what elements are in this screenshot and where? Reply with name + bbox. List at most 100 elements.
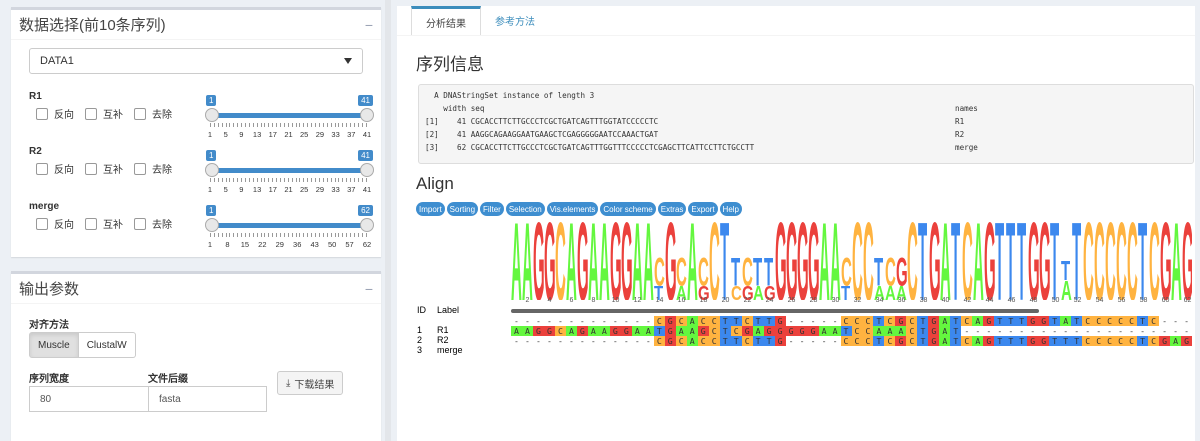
- slider-handle-max[interactable]: [360, 108, 374, 122]
- option-checkbox[interactable]: 互补: [85, 216, 123, 231]
- msa-residue: C: [961, 316, 973, 326]
- range-slider-1[interactable]: 1 41 1 5 9 13 17 21 25 29 33 37 41: [204, 150, 374, 196]
- msa-menu-button[interactable]: Sorting: [446, 202, 479, 216]
- msa-residue: G: [774, 336, 786, 346]
- logo-letter: A: [566, 220, 577, 300]
- msa-residue: C: [675, 316, 687, 326]
- collapse-button[interactable]: −: [364, 16, 373, 33]
- msa-menu-button[interactable]: Export: [688, 202, 718, 216]
- msa-residue: C: [906, 336, 918, 346]
- msa-residue: T: [1049, 316, 1061, 326]
- axis-tick-label: 46: [1007, 297, 1016, 304]
- msa-residue: G: [1038, 316, 1050, 326]
- msa-residue: G: [664, 336, 676, 346]
- width-input[interactable]: 80: [29, 386, 149, 412]
- msa-residue: A: [511, 326, 522, 336]
- msa-menu-button[interactable]: Extras: [657, 202, 687, 216]
- msa-residue: C: [862, 326, 874, 336]
- msa-menu-button[interactable]: Import: [416, 202, 445, 216]
- option-checkbox[interactable]: 反向: [36, 216, 74, 231]
- msa-residue: C: [906, 326, 918, 336]
- output-params-box: 输出参数 − 对齐方法 Muscle ClustalW 序列宽度 文件后缀 80…: [11, 271, 381, 441]
- tab-results[interactable]: 分析结果: [411, 6, 481, 35]
- msa-residue: -: [1184, 316, 1189, 326]
- slider-max-label: 62: [358, 205, 373, 216]
- option-checkbox[interactable]: 去除: [134, 216, 172, 231]
- axis-tick-label: 40: [941, 297, 950, 304]
- msa-residue: -: [1151, 326, 1157, 336]
- slider-handle-min[interactable]: [205, 218, 219, 232]
- logo-letter: G: [764, 282, 776, 300]
- range-slider-2[interactable]: 1 62 1 8 15 22 29 36 43 50 57 62: [204, 205, 374, 251]
- msa-residue: G: [774, 326, 786, 336]
- msa-residue: T: [1071, 336, 1083, 346]
- logo-letter: T: [1006, 220, 1015, 300]
- range-slider-0[interactable]: 1 41 1 5 9 13 17 21 25 29 33 37 41: [204, 95, 374, 141]
- logo-letter: T: [951, 220, 960, 300]
- option-checkbox[interactable]: 互补: [85, 161, 123, 176]
- tab-methods[interactable]: 参考方法: [495, 17, 535, 28]
- msa-residue: C: [851, 336, 863, 346]
- msa-residue: C: [840, 336, 852, 346]
- checkbox-icon: [134, 162, 146, 175]
- msa-residue: C: [1082, 336, 1094, 346]
- axis-tick-label: 54: [1095, 297, 1104, 304]
- msa-residue: -: [557, 336, 563, 346]
- msa-residue: A: [686, 326, 698, 336]
- axis-tick-label: 24: [765, 297, 774, 304]
- data-select-title: 数据选择(前10条序列): [19, 17, 166, 34]
- slider-handle-max[interactable]: [360, 163, 374, 177]
- msa-residue: A: [829, 326, 841, 336]
- msa-residue: C: [675, 336, 687, 346]
- download-button[interactable]: ⤓ 下载结果: [277, 371, 344, 395]
- msa-residue: C: [1093, 316, 1105, 326]
- slider-max-label: 41: [358, 95, 373, 106]
- download-label: 下载结果: [294, 379, 335, 391]
- axis-tick-label: 56: [1117, 297, 1126, 304]
- msa-menu-button[interactable]: Help: [719, 202, 742, 216]
- slider-handle-min[interactable]: [205, 163, 219, 177]
- option-checkbox[interactable]: 反向: [36, 106, 74, 121]
- left-scrollbar[interactable]: [385, 0, 391, 441]
- collapse-button[interactable]: −: [364, 280, 373, 297]
- option-checkbox[interactable]: 反向: [36, 161, 74, 176]
- msa-residue: A: [686, 336, 698, 346]
- msa-residue: T: [994, 316, 1006, 326]
- clustalw-button[interactable]: ClustalW: [78, 332, 136, 358]
- logo-letter: C: [1116, 220, 1127, 300]
- logo-letter: T: [918, 220, 927, 300]
- dataset-select[interactable]: DATA1: [29, 48, 363, 74]
- msa-residue: -: [546, 316, 552, 326]
- slider-tick-labels: 1 8 15 22 29 36 43 50 57 62: [207, 240, 372, 249]
- logo-letter: C: [555, 220, 566, 300]
- msa-residue: G: [741, 326, 753, 336]
- msa-residue: A: [939, 316, 951, 326]
- msa-menu-button[interactable]: Filter: [480, 202, 504, 216]
- msa-residue: T: [917, 326, 929, 336]
- msa-residue: -: [623, 316, 629, 326]
- msa-menu-button[interactable]: Selection: [505, 202, 545, 216]
- logo-letter: C: [852, 220, 863, 300]
- msa-menu-button[interactable]: Color scheme: [600, 202, 656, 216]
- msa-residue: T: [917, 336, 929, 346]
- msa-residue: -: [579, 316, 585, 326]
- option-checkbox[interactable]: 互补: [85, 106, 123, 121]
- axis-tick-label: 52: [1073, 297, 1082, 304]
- msa-residue: T: [1016, 316, 1028, 326]
- msa-residue: A: [675, 326, 687, 336]
- msa-residue: -: [1162, 326, 1168, 336]
- msa-scrollbar[interactable]: [511, 309, 1039, 313]
- msa-residue: T: [840, 326, 852, 336]
- seqinfo-line: [1] 41 CGCACCTTCTTGCCCTCGCTGATCAGTTTGGTA…: [425, 117, 965, 126]
- option-checkbox[interactable]: 去除: [134, 161, 172, 176]
- msa-menu-button[interactable]: Vis.elements: [546, 202, 599, 216]
- option-checkbox[interactable]: 去除: [134, 106, 172, 121]
- muscle-button[interactable]: Muscle: [29, 332, 79, 358]
- slider-handle-max[interactable]: [360, 218, 374, 232]
- msa-residue: C: [851, 326, 863, 336]
- slider-handle-min[interactable]: [205, 108, 219, 122]
- suffix-input[interactable]: fasta: [148, 386, 267, 412]
